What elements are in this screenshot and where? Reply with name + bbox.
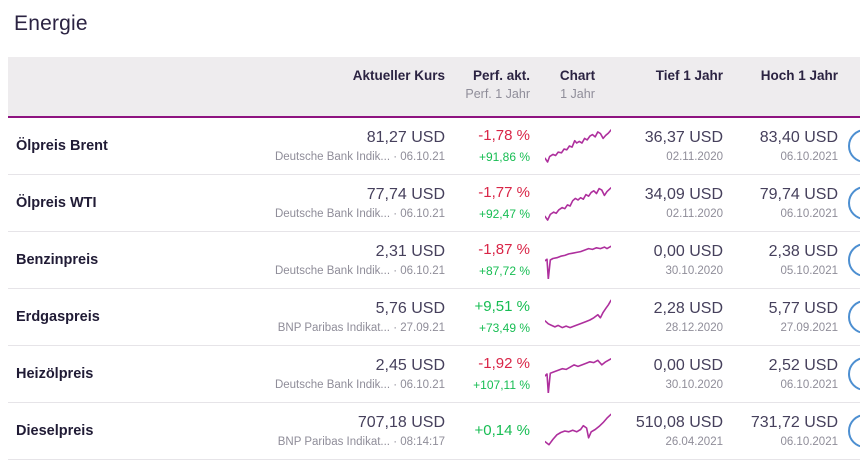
page-title: Energie: [14, 12, 88, 35]
price-source: Deutsche Bank Indik... · 06.10.21: [274, 264, 445, 277]
perf-1y: +73,49 %: [478, 321, 530, 335]
price-source: BNP Paribas Indikat... · 08:14:17: [277, 435, 445, 448]
high-1y-value: 5,77 USD: [768, 299, 838, 317]
current-price: 707,18 USD: [357, 413, 445, 431]
table-body: Ölpreis Brent 81,27 USD Deutsche Bank Indi…: [8, 118, 860, 460]
add-to-watchlist-button[interactable]: [848, 414, 860, 448]
high-1y-value: 2,38 USD: [768, 242, 838, 260]
low-1y-date: 26.04.2021: [665, 435, 723, 448]
price-source: Deutsche Bank Indik... · 06.10.21: [274, 207, 445, 220]
low-1y-value: 0,00 USD: [653, 242, 723, 260]
sparkline-chart: [530, 127, 625, 165]
table-row[interactable]: Ölpreis Brent 81,27 USD Deutsche Bank Indi…: [8, 118, 860, 175]
low-1y-date: 02.11.2020: [666, 207, 723, 220]
high-1y-date: 06.10.2021: [780, 378, 838, 391]
high-1y-date: 06.10.2021: [780, 435, 838, 448]
sparkline-chart: [530, 298, 625, 336]
perf-current: +0,14 %: [474, 422, 530, 439]
instrument-name[interactable]: Ölpreis WTI: [16, 195, 97, 211]
perf-1y: +92,47 %: [478, 207, 530, 221]
sparkline-chart: [530, 184, 625, 222]
perf-current: -1,78 %: [478, 127, 530, 144]
header-low-1y: Tief 1 Jahr: [625, 67, 723, 116]
price-source: BNP Paribas Indikat... · 27.09.21: [277, 321, 445, 334]
low-1y-value: 2,28 USD: [653, 299, 723, 317]
low-1y-date: 02.11.2020: [666, 150, 723, 163]
table-row[interactable]: Dieselpreis 707,18 USD BNP Paribas Indikat…: [8, 403, 860, 460]
low-1y-date: 30.10.2020: [665, 264, 723, 277]
low-1y-value: 0,00 USD: [653, 356, 723, 374]
header-perf-1y-label: Perf. 1 Jahr: [465, 87, 530, 101]
low-1y-date: 28.12.2020: [665, 321, 723, 334]
add-to-watchlist-button[interactable]: [848, 243, 860, 277]
high-1y-value: 83,40 USD: [759, 128, 838, 146]
instrument-name[interactable]: Ölpreis Brent: [16, 138, 108, 154]
header-low-1y-label: Tief 1 Jahr: [655, 68, 723, 83]
perf-1y: +107,11 %: [473, 378, 530, 392]
table-header: Aktueller Kurs Perf. akt. Perf. 1 Jahr C…: [8, 57, 860, 118]
high-1y-date: 06.10.2021: [780, 150, 838, 163]
instrument-name[interactable]: Benzinpreis: [16, 252, 99, 268]
price-source: Deutsche Bank Indik... · 06.10.21: [274, 150, 445, 163]
instrument-name[interactable]: Erdgaspreis: [16, 309, 100, 325]
header-current-price-label: Aktueller Kurs: [352, 68, 445, 83]
header-high-1y-label: Hoch 1 Jahr: [760, 68, 838, 83]
high-1y-date: 06.10.2021: [780, 207, 838, 220]
header-chart-label: Chart: [559, 68, 596, 83]
add-to-watchlist-button[interactable]: [848, 186, 860, 220]
perf-current: +9,51 %: [474, 298, 530, 315]
current-price: 5,76 USD: [375, 299, 445, 317]
current-price: 2,31 USD: [375, 242, 445, 260]
header-perf-current-label: Perf. akt.: [472, 68, 530, 83]
perf-current: -1,77 %: [478, 184, 530, 201]
header-chart: Chart 1 Jahr: [530, 67, 625, 116]
perf-1y: +91,86 %: [478, 150, 530, 164]
sparkline-chart: [530, 412, 625, 450]
high-1y-date: 05.10.2021: [780, 264, 838, 277]
perf-1y: +87,72 %: [478, 264, 530, 278]
energy-table: Aktueller Kurs Perf. akt. Perf. 1 Jahr C…: [8, 57, 860, 460]
header-high-1y: Hoch 1 Jahr: [723, 67, 838, 116]
header-performance: Perf. akt. Perf. 1 Jahr: [445, 67, 530, 116]
high-1y-value: 2,52 USD: [768, 356, 838, 374]
low-1y-date: 30.10.2020: [665, 378, 723, 391]
low-1y-value: 510,08 USD: [635, 413, 723, 431]
header-name-spacer: [8, 67, 238, 116]
instrument-name[interactable]: Heizölpreis: [16, 366, 94, 382]
sparkline-chart: [530, 355, 625, 393]
table-row[interactable]: Ölpreis WTI 77,74 USD Deutsche Bank Indik.…: [8, 175, 860, 232]
high-1y-value: 731,72 USD: [750, 413, 838, 431]
current-price: 77,74 USD: [366, 185, 445, 203]
high-1y-date: 27.09.2021: [780, 321, 838, 334]
add-to-watchlist-button[interactable]: [848, 357, 860, 391]
table-row[interactable]: Heizölpreis 2,45 USD Deutsche Bank Indik..…: [8, 346, 860, 403]
low-1y-value: 36,37 USD: [644, 128, 723, 146]
current-price: 81,27 USD: [366, 128, 445, 146]
low-1y-value: 34,09 USD: [644, 185, 723, 203]
instrument-name[interactable]: Dieselpreis: [16, 423, 94, 439]
perf-current: -1,87 %: [478, 241, 530, 258]
add-to-watchlist-button[interactable]: [848, 300, 860, 334]
table-row[interactable]: Benzinpreis 2,31 USD Deutsche Bank Indik..…: [8, 232, 860, 289]
table-row[interactable]: Erdgaspreis 5,76 USD BNP Paribas Indikat..…: [8, 289, 860, 346]
header-current-price: Aktueller Kurs: [238, 67, 445, 116]
high-1y-value: 79,74 USD: [759, 185, 838, 203]
perf-current: -1,92 %: [478, 355, 530, 372]
add-to-watchlist-button[interactable]: [848, 129, 860, 163]
sparkline-chart: [530, 241, 625, 279]
current-price: 2,45 USD: [375, 356, 445, 374]
header-action-spacer: [838, 67, 860, 116]
header-chart-period-label: 1 Jahr: [560, 87, 595, 101]
price-source: Deutsche Bank Indik... · 06.10.21: [274, 378, 445, 391]
